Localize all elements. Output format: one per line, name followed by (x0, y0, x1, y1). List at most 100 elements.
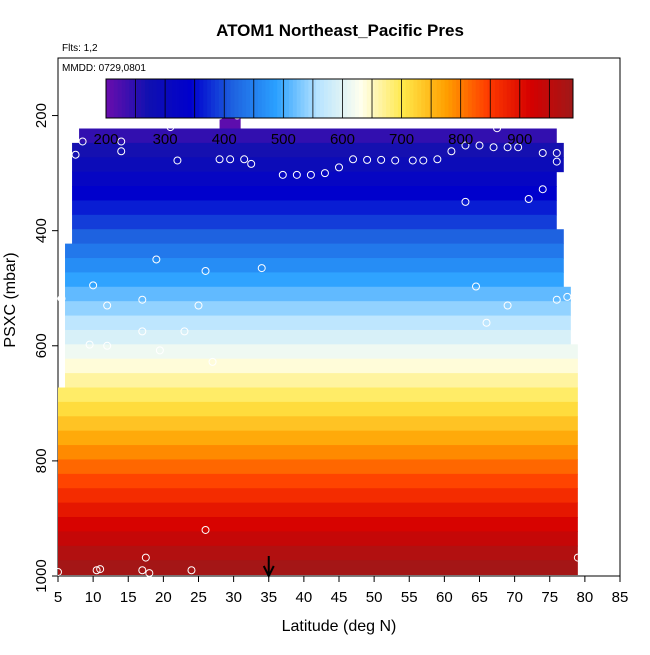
colorbar-segment (242, 79, 247, 118)
colorbar-tick-label: 500 (271, 131, 296, 148)
observation-point (117, 137, 126, 146)
colorbar-segment (487, 79, 492, 118)
colorbar-segment (358, 79, 364, 118)
x-tick-label: 70 (506, 589, 523, 606)
colorbar-segment (172, 79, 177, 118)
observation-point (103, 341, 112, 350)
colorbar-segment (374, 79, 379, 118)
heatmap-bin (58, 545, 578, 561)
observation-point (552, 157, 561, 166)
heatmap-bins (58, 114, 578, 576)
colorbar-segment (323, 79, 329, 118)
colorbar-segment (288, 79, 294, 118)
colorbar-segment (557, 79, 562, 118)
heatmap-bin (58, 459, 578, 475)
observation-point (89, 281, 98, 290)
x-tick-label: 80 (577, 589, 594, 606)
heatmap-bin (65, 344, 578, 360)
colorbar-segment (257, 79, 263, 118)
colorbar-segment (514, 79, 519, 118)
heatmap-bin (58, 416, 578, 432)
y-axis-label: PSXC (mbar) (2, 252, 19, 347)
colorbar-segment (510, 79, 516, 118)
colorbar-segment (261, 79, 266, 118)
observation-point (117, 147, 126, 156)
x-tick-label: 35 (260, 589, 277, 606)
observation-point (493, 124, 502, 133)
colorbar-segment (561, 79, 566, 118)
heatmap-bin (58, 430, 578, 446)
colorbar-segment (464, 79, 469, 118)
observation-point (514, 143, 523, 152)
colorbar-segment (183, 79, 189, 118)
x-tick-label: 30 (225, 589, 242, 606)
chart-title: ATOM1 Northeast_Pacific Pres (216, 21, 464, 40)
colorbar-segment (195, 79, 200, 118)
colorbar-segment (211, 79, 216, 118)
observation-point (538, 185, 547, 194)
x-tick-label: 65 (471, 589, 488, 606)
colorbar-segment (522, 79, 527, 118)
observation-point (208, 357, 217, 366)
colorbar-segment (382, 79, 387, 118)
observation-point (306, 170, 315, 179)
colorbar-segment (125, 79, 130, 118)
colorbar-segment (300, 79, 305, 118)
observation-point (155, 346, 164, 355)
colorbar-segment (327, 79, 333, 118)
colorbar-segment (292, 79, 298, 118)
heatmap-bin (65, 243, 564, 259)
colorbar-tick-label: 800 (448, 131, 473, 148)
colorbar-segment (553, 79, 558, 118)
colorbar-segment (331, 79, 337, 118)
colorbar-segment (335, 79, 340, 118)
colorbar-segment (526, 79, 531, 118)
colorbar-segment (483, 79, 488, 118)
colorbar-segment (179, 79, 185, 118)
colorbar-segment (534, 79, 539, 118)
heatmap-bin (72, 186, 557, 201)
colorbar-segment (152, 79, 157, 118)
observation-point (538, 148, 547, 157)
colorbar-segment (452, 79, 457, 118)
colorbar-segment (285, 79, 290, 118)
observation-point (92, 566, 101, 575)
heatmap-bin (58, 401, 578, 417)
observation-point (57, 294, 66, 303)
observation-point (524, 195, 533, 204)
colorbar-segment (160, 79, 165, 118)
colorbar-segment (226, 79, 231, 118)
colorbar-segment (405, 79, 410, 118)
colorbar-segment (355, 79, 360, 118)
colorbar-segment (502, 79, 508, 118)
colorbar-segment (214, 79, 220, 118)
x-tick-label: 55 (401, 589, 418, 606)
observation-point (257, 264, 266, 273)
heatmap-bin (65, 358, 578, 374)
colorbar: 200 300 400 500 600 700 800 900 (93, 78, 574, 148)
observation-point (145, 569, 154, 578)
observation-point (138, 566, 147, 575)
colorbar-segment (495, 79, 500, 118)
heatmap-bin (58, 387, 578, 403)
heatmap-bin (65, 329, 571, 345)
observation-points (54, 111, 582, 578)
colorbar-segment (417, 79, 422, 118)
colorbar-segment (164, 79, 169, 118)
colorbar-segment (343, 79, 348, 118)
observation-point (152, 255, 161, 264)
colorbar-segment (121, 79, 126, 118)
colorbar-segment (234, 79, 239, 118)
colorbar-tick-label: 700 (389, 131, 414, 148)
heatmap-bin (58, 445, 578, 460)
x-tick-label: 40 (296, 589, 313, 606)
observation-point (503, 143, 512, 152)
observation-point (489, 143, 498, 152)
marker-arrow-head (262, 565, 275, 579)
observation-point (349, 155, 358, 164)
colorbar-tick-label: 400 (212, 131, 237, 148)
colorbar-segment (129, 79, 134, 118)
colorbar-segment (440, 79, 445, 118)
observation-point (377, 155, 386, 164)
